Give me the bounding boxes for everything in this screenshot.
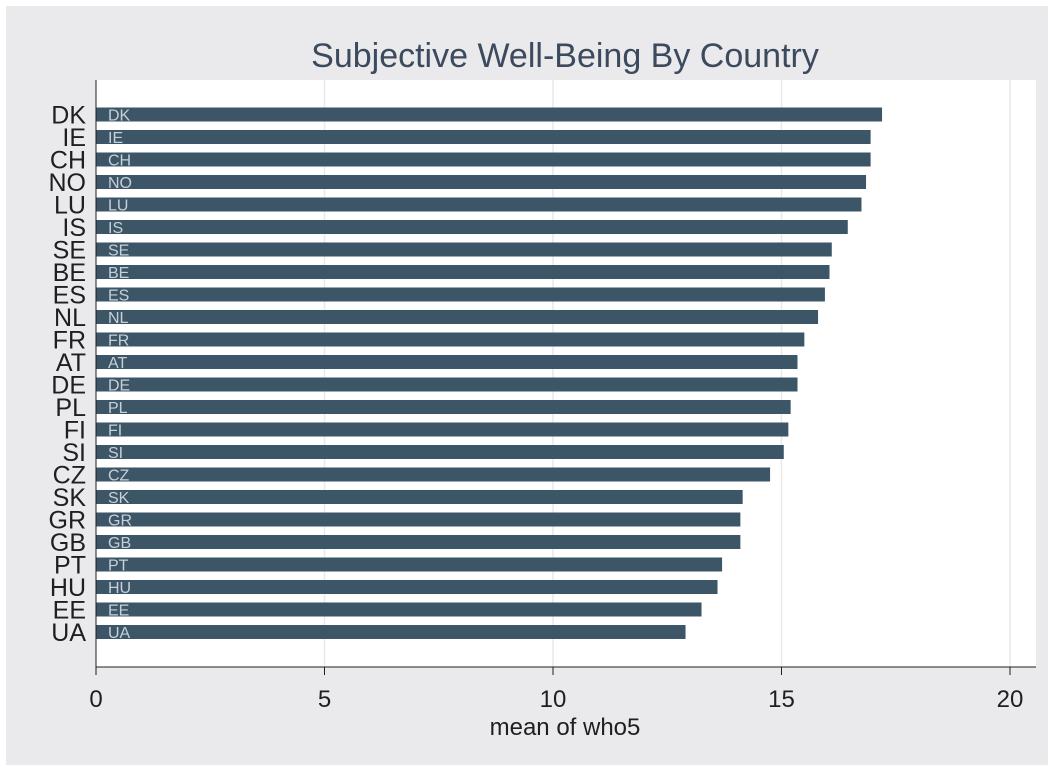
bar-gr: [96, 512, 741, 527]
bar-no: [96, 175, 867, 189]
bar-pt: [96, 557, 723, 572]
bar-pl: [96, 400, 791, 414]
bar-is: [96, 220, 848, 234]
bar-label-nl: NL: [108, 310, 129, 327]
category-label-ua: UA: [51, 619, 86, 647]
bar-hu: [96, 580, 718, 594]
bar-cz: [96, 467, 771, 482]
category-label-pt: PT: [54, 552, 86, 580]
category-label-hu: HU: [50, 574, 86, 602]
category-label-ie: IE: [62, 124, 86, 152]
bar-label-fi: FI: [108, 423, 122, 440]
category-label-is: IS: [62, 214, 86, 242]
chart-title: Subjective Well-Being By Country: [311, 37, 819, 75]
bar-ua: [96, 625, 686, 639]
category-label-dk: DK: [51, 102, 86, 130]
bar-label-hu: HU: [108, 580, 131, 597]
x-tick-labels: 0 5 10 15 20: [89, 686, 1023, 713]
bar-label-lu: LU: [108, 198, 128, 215]
bar-de: [96, 377, 798, 392]
bar-ch: [96, 152, 871, 167]
bar-label-ee: EE: [108, 603, 129, 620]
bar-nl: [96, 310, 819, 324]
x-tick-label-0: 0: [89, 686, 102, 713]
bar-label-ch: CH: [108, 153, 131, 170]
category-label-ch: CH: [50, 147, 86, 175]
bar-label-de: DE: [108, 378, 130, 395]
bar-be: [96, 265, 830, 279]
x-tick-label-10: 10: [540, 686, 567, 713]
bar-label-ie: IE: [108, 130, 123, 147]
category-label-no: NO: [49, 169, 87, 197]
bar-labels: DK IE CH NO LU IS SE BE ES NL FR AT DE PL FI SI CZ SK GR GB…: [108, 108, 132, 643]
category-label-fi: FI: [64, 417, 86, 445]
bar-dk: [96, 107, 883, 122]
bars: [96, 107, 883, 639]
category-label-sk: SK: [53, 484, 87, 512]
category-label-es: ES: [53, 282, 86, 310]
bar-label-cz: CZ: [108, 468, 130, 485]
bar-ie: [96, 130, 871, 144]
bar-label-be: BE: [108, 265, 129, 282]
x-tick-label-5: 5: [318, 686, 331, 713]
bar-label-sk: SK: [108, 490, 130, 507]
bar-fr: [96, 332, 805, 347]
bar-label-is: IS: [108, 220, 123, 237]
category-label-gr: GR: [49, 507, 87, 535]
x-axis-label: mean of who5: [490, 714, 641, 741]
bar-se: [96, 242, 832, 257]
category-label-ee: EE: [53, 597, 86, 625]
bar-label-gb: GB: [108, 535, 131, 552]
bar-label-at: AT: [108, 355, 127, 372]
x-tick-label-15: 15: [768, 686, 795, 713]
category-label-at: AT: [56, 349, 86, 377]
bar-fi: [96, 422, 789, 437]
category-label-fr: FR: [53, 327, 86, 355]
axes: [95, 80, 1036, 675]
category-label-nl: NL: [54, 304, 86, 332]
x-tick-label-20: 20: [997, 686, 1024, 713]
plot-area: [96, 80, 1036, 667]
category-label-be: BE: [53, 259, 86, 287]
bar-at: [96, 355, 798, 369]
category-label-pl: PL: [55, 394, 86, 422]
bar-label-no: NO: [108, 175, 132, 192]
bar-label-se: SE: [108, 243, 129, 260]
bar-si: [96, 445, 784, 459]
category-label-si: SI: [62, 439, 86, 467]
bar-sk: [96, 490, 743, 504]
bar-es: [96, 287, 825, 302]
category-label-cz: CZ: [53, 462, 86, 490]
bar-ee: [96, 602, 702, 617]
bar-label-ua: UA: [108, 625, 131, 642]
category-label-se: SE: [53, 237, 86, 265]
category-label-de: DE: [51, 372, 86, 400]
bar-label-pl: PL: [108, 400, 128, 417]
category-label-gb: GB: [50, 529, 86, 557]
category-label-lu: LU: [54, 192, 86, 220]
bar-label-es: ES: [108, 288, 129, 305]
bar-gb: [96, 535, 741, 549]
bar-label-fr: FR: [108, 333, 129, 350]
bar-label-dk: DK: [108, 108, 131, 125]
bar-label-si: SI: [108, 445, 123, 462]
category-labels: DKIECHNOLUISSEBEESNLFRATDEPLFISICZSKGRGB…: [49, 102, 87, 648]
bar-label-gr: GR: [108, 513, 132, 530]
bar-lu: [96, 197, 862, 212]
bar-label-pt: PT: [108, 558, 129, 575]
